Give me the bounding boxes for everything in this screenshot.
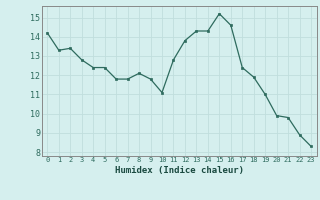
X-axis label: Humidex (Indice chaleur): Humidex (Indice chaleur) [115, 166, 244, 175]
